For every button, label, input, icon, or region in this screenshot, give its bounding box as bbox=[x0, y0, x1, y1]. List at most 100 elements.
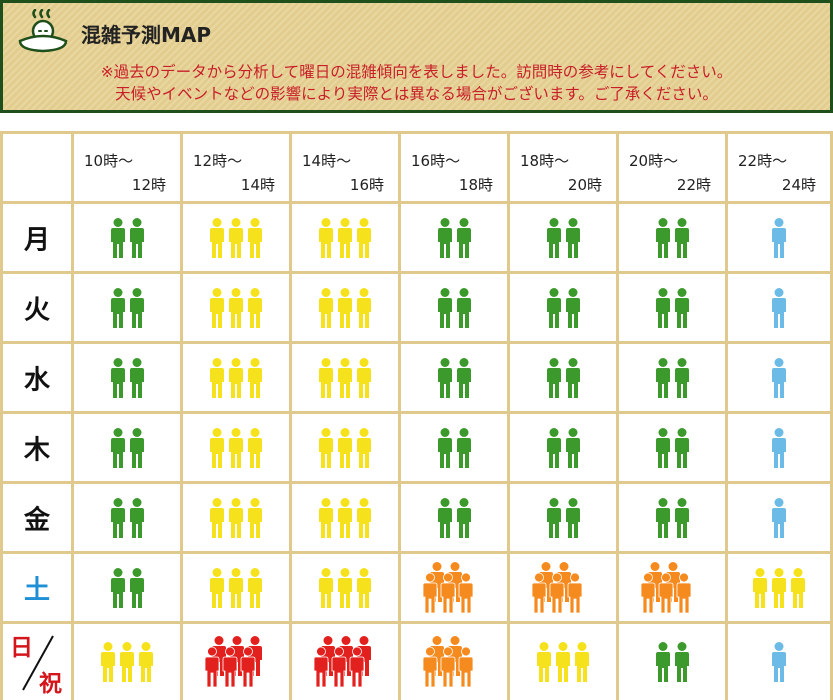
person-figure bbox=[248, 567, 262, 608]
crowd-level-cell bbox=[725, 411, 833, 481]
person-figure bbox=[655, 357, 670, 398]
person-figure bbox=[772, 217, 786, 258]
crowd-level-cell bbox=[725, 341, 833, 411]
person-figure bbox=[129, 217, 144, 258]
time-slot-to: 18時 bbox=[458, 176, 493, 194]
person-figure bbox=[139, 642, 153, 682]
person-figure bbox=[110, 497, 125, 538]
person-figure bbox=[129, 287, 144, 328]
crowd-level-cell bbox=[507, 201, 616, 271]
crowd-level-cell bbox=[71, 481, 180, 551]
crowd-level-cell bbox=[507, 551, 616, 621]
three-people-icon bbox=[210, 217, 262, 258]
day-label: 金 bbox=[23, 505, 50, 535]
person-figure bbox=[338, 567, 352, 608]
person-figure bbox=[437, 287, 452, 328]
day-label-cell: 火 bbox=[0, 271, 71, 341]
person-figure bbox=[546, 497, 561, 538]
crowd-level-cell bbox=[507, 481, 616, 551]
day-label-cell: 水 bbox=[0, 341, 71, 411]
crowd-forecast-table: 10時〜 12時 12時〜 14時 14時〜 16時 16時〜 18時 18時〜 20時 20時〜 2… bbox=[0, 131, 833, 700]
person-figure bbox=[549, 572, 565, 613]
three-people-icon bbox=[319, 567, 371, 608]
two-people-icon bbox=[655, 217, 689, 258]
person-figure bbox=[248, 357, 262, 398]
three-people-icon bbox=[101, 642, 153, 682]
person-figure bbox=[655, 427, 670, 468]
crowd-level-cell bbox=[616, 621, 725, 700]
person-figure bbox=[338, 427, 352, 468]
two-people-icon bbox=[110, 497, 144, 538]
person-figure bbox=[210, 427, 224, 468]
crowd-level-cell bbox=[289, 341, 398, 411]
person-figure bbox=[229, 567, 243, 608]
crowd-level-cell bbox=[71, 341, 180, 411]
time-slot-header: 12時〜 14時 bbox=[180, 131, 289, 201]
person-figure bbox=[772, 287, 786, 328]
single-person-icon bbox=[772, 287, 786, 328]
crowd-level-cell bbox=[398, 201, 507, 271]
person-figure bbox=[357, 497, 371, 538]
person-figure bbox=[791, 567, 805, 608]
time-slot-from: 16時〜 bbox=[411, 152, 461, 170]
person-figure bbox=[440, 572, 456, 613]
person-figure bbox=[655, 497, 670, 538]
two-people-icon bbox=[546, 287, 580, 328]
person-figure bbox=[772, 497, 786, 538]
single-person-icon bbox=[772, 357, 786, 398]
person-figure bbox=[110, 567, 125, 608]
crowd-level-cell bbox=[398, 341, 507, 411]
three-people-icon bbox=[319, 217, 371, 258]
person-figure bbox=[319, 427, 333, 468]
time-slot-from: 14時〜 bbox=[302, 152, 352, 170]
person-figure bbox=[565, 287, 580, 328]
person-figure bbox=[248, 427, 262, 468]
person-figure bbox=[205, 646, 220, 688]
time-slot-header: 18時〜 20時 bbox=[507, 131, 616, 201]
person-figure bbox=[338, 287, 352, 328]
time-slot-to: 24時 bbox=[781, 176, 816, 194]
person-figure bbox=[110, 357, 125, 398]
crowd-level-cell bbox=[71, 201, 180, 271]
notice-text: ※過去のデータから分析して曜日の混雑傾向を表しました。訪問時の参考にしてください… bbox=[3, 61, 830, 105]
crowd-level-cell bbox=[398, 551, 507, 621]
two-people-icon bbox=[655, 642, 689, 682]
person-figure bbox=[222, 646, 238, 688]
person-figure bbox=[565, 357, 580, 398]
crowd-level-cell bbox=[71, 411, 180, 481]
crowd-level-cell bbox=[289, 271, 398, 341]
person-figure bbox=[357, 427, 371, 468]
two-people-icon bbox=[546, 427, 580, 468]
two-people-icon bbox=[110, 357, 144, 398]
crowd-level-cell bbox=[289, 201, 398, 271]
crowd-level-cell bbox=[725, 551, 833, 621]
person-figure bbox=[537, 642, 551, 682]
day-label-cell: 月 bbox=[0, 201, 71, 271]
time-slot-from: 10時〜 bbox=[84, 152, 134, 170]
person-figure bbox=[319, 497, 333, 538]
person-figure bbox=[565, 427, 580, 468]
time-slot-from: 20時〜 bbox=[629, 152, 679, 170]
two-people-icon bbox=[110, 427, 144, 468]
person-figure bbox=[437, 497, 452, 538]
two-people-icon bbox=[655, 427, 689, 468]
three-people-icon bbox=[537, 642, 589, 682]
group-people-icon bbox=[532, 561, 583, 613]
person-figure bbox=[240, 646, 256, 688]
crowd-level-cell bbox=[289, 481, 398, 551]
person-figure bbox=[357, 217, 371, 258]
two-people-icon bbox=[110, 217, 144, 258]
person-figure bbox=[210, 497, 224, 538]
day-label-cell: 日祝 bbox=[0, 621, 71, 700]
person-figure bbox=[101, 642, 115, 682]
person-figure bbox=[546, 217, 561, 258]
crowd-level-cell bbox=[180, 481, 289, 551]
person-figure bbox=[674, 497, 689, 538]
crowd-level-cell bbox=[398, 271, 507, 341]
person-figure bbox=[229, 217, 243, 258]
person-figure bbox=[532, 572, 547, 613]
person-figure bbox=[357, 287, 371, 328]
crowd-level-cell bbox=[289, 621, 398, 700]
notice-line-2: 天候やイベントなどの影響により実際とは異なる場合がございます。ご了承ください。 bbox=[115, 85, 718, 103]
person-figure bbox=[110, 287, 125, 328]
